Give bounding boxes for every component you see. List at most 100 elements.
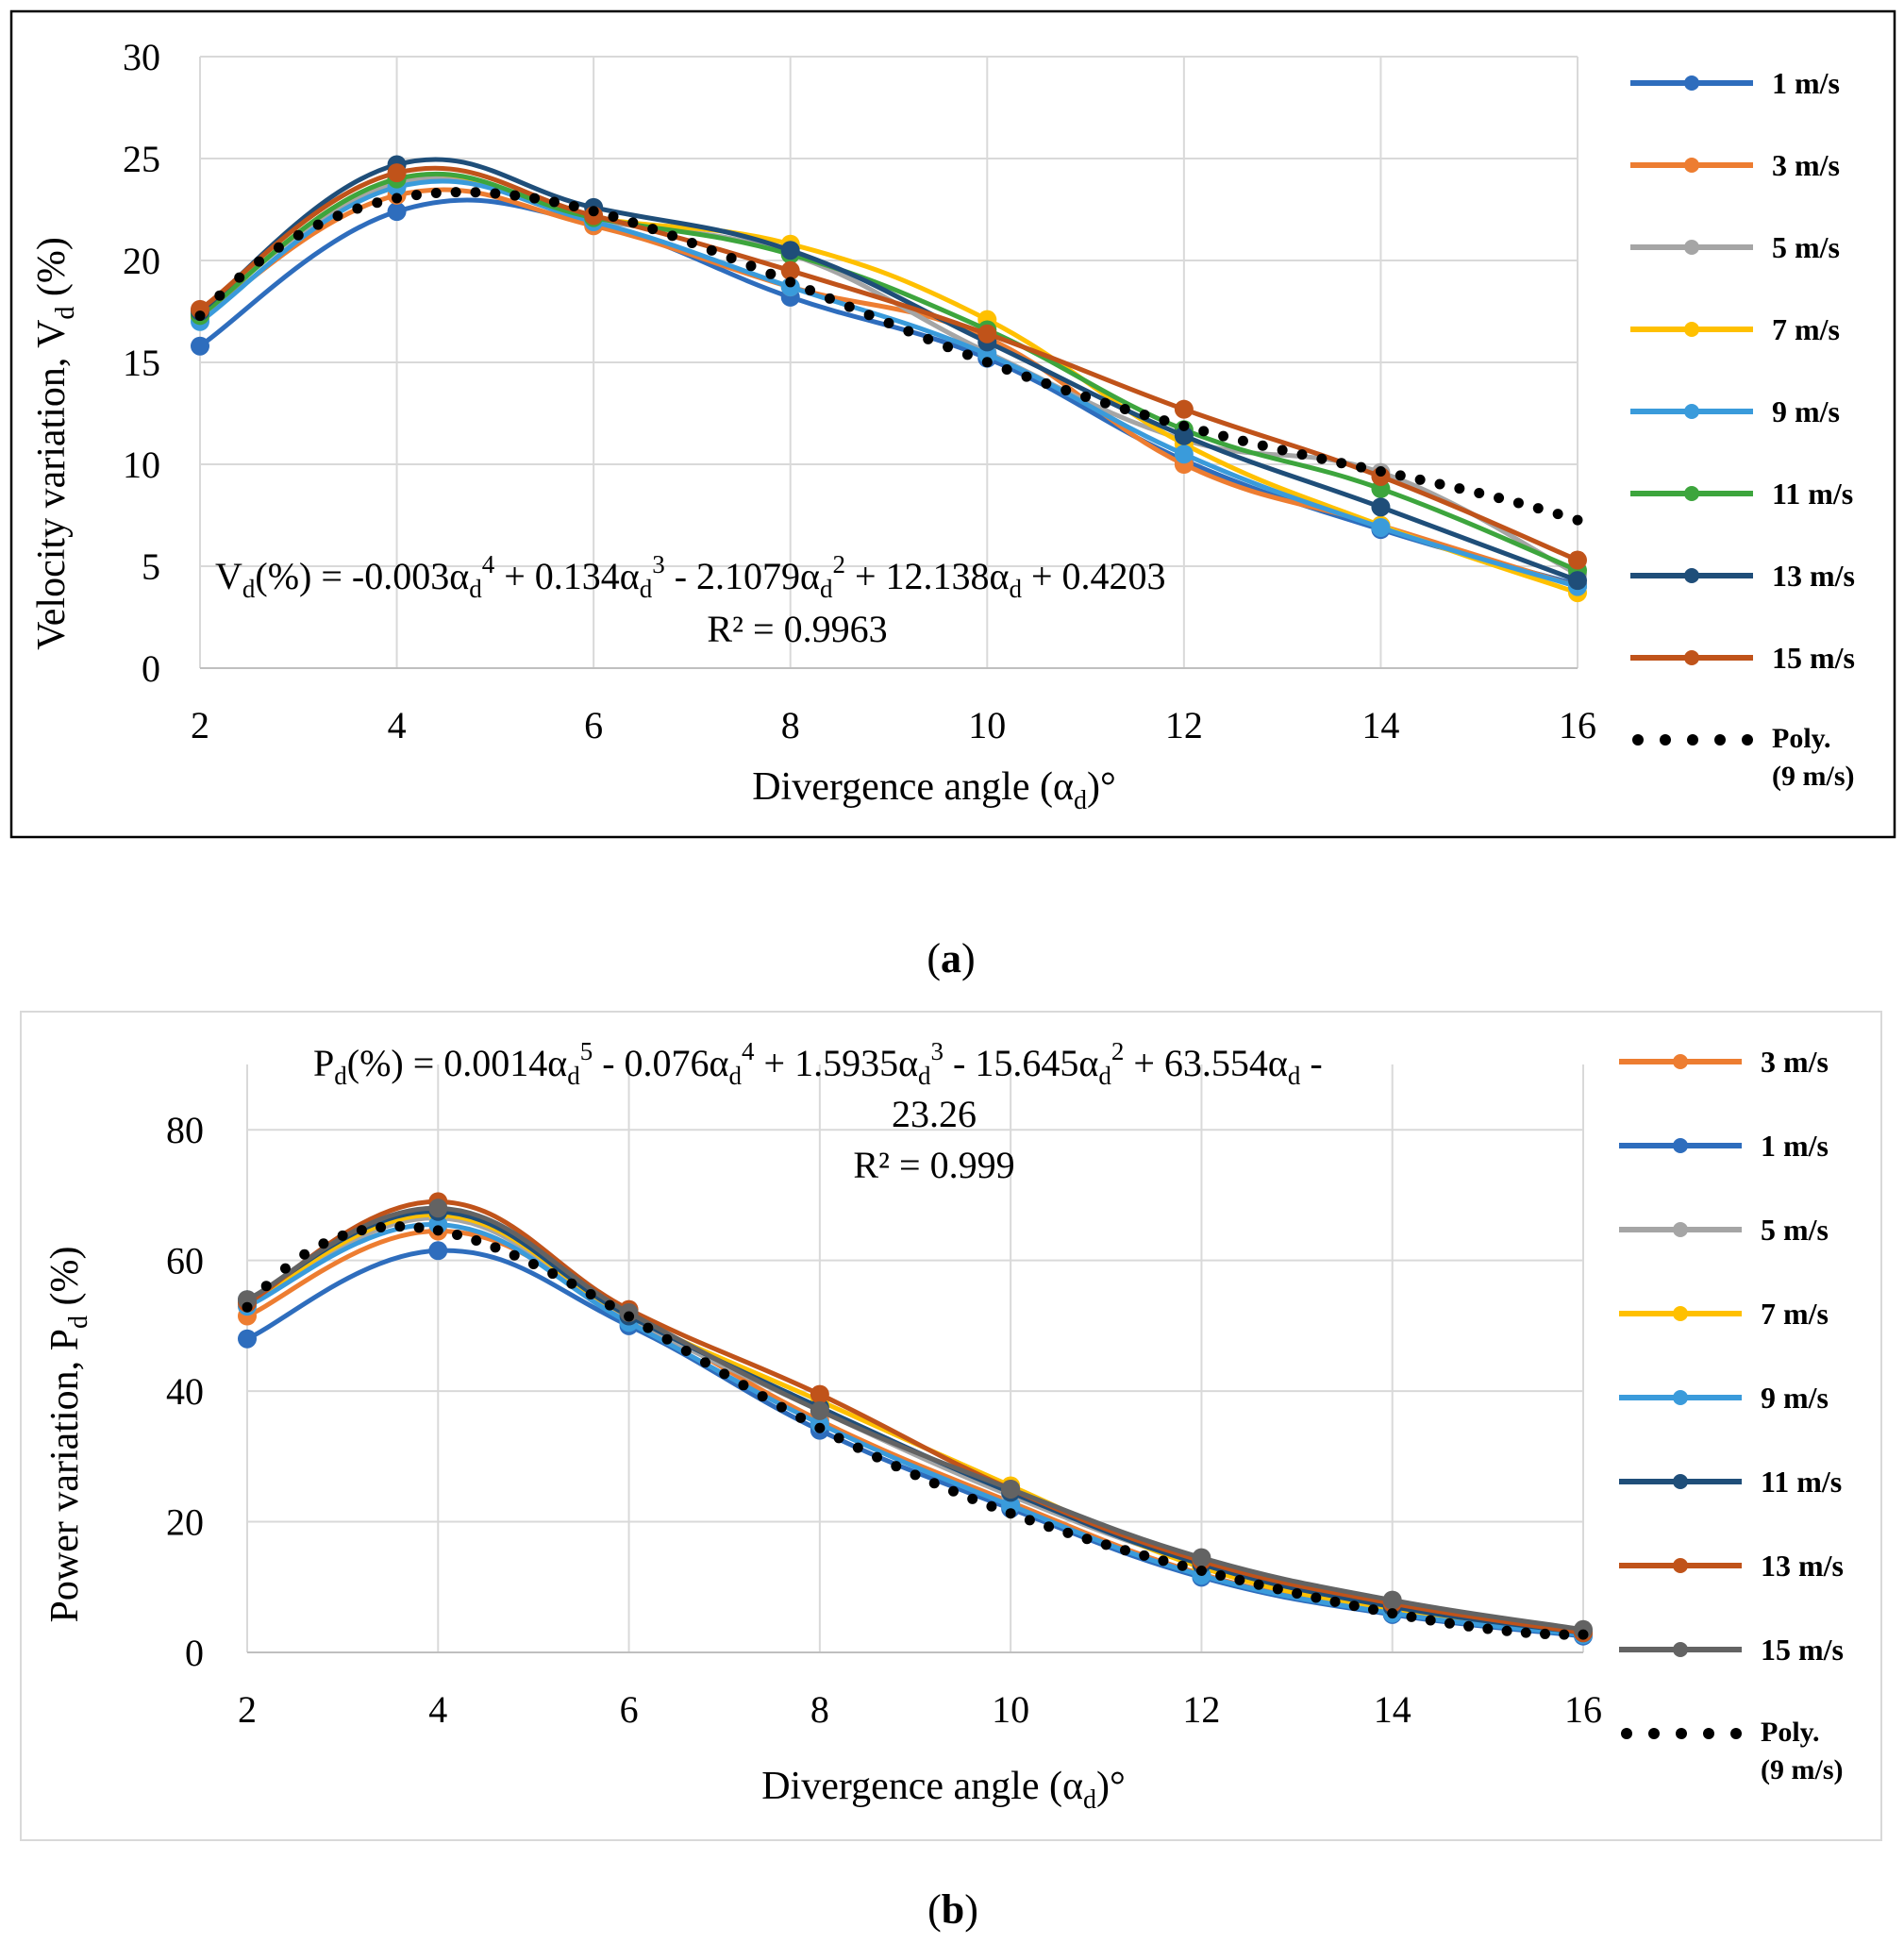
- trendline-dot: [450, 187, 461, 198]
- series-point: [191, 336, 209, 356]
- y-tick-label: 40: [166, 1370, 204, 1413]
- trendline-dot: [824, 293, 835, 304]
- chart-a: 0 5 10 15 20 25 30 2 4 6 8 10 12 14 16 1 m/s 3 m/s 5 m/…: [9, 9, 1896, 839]
- trendline-dot: [312, 219, 324, 230]
- trendline-dot: [719, 1368, 730, 1380]
- trendline-dot: [686, 237, 697, 248]
- trendline-dot: [891, 1461, 902, 1472]
- series-line: [198, 157, 1578, 583]
- chart-a-xlabel: Divergence angle (αd)°: [752, 765, 1116, 815]
- x-tick-label: 14: [1374, 1688, 1411, 1731]
- trendline-dot: [1099, 397, 1111, 409]
- trendline-dot: [410, 190, 422, 201]
- legend-entry-trendline: Poly. (9 m/s): [1632, 723, 1854, 792]
- legend-swatch-marker: [1684, 158, 1699, 173]
- trendline-dot: [757, 1391, 768, 1402]
- x-tick-label: 4: [388, 704, 407, 746]
- legend-swatch-marker: [1673, 1138, 1688, 1153]
- trendline-dot: [903, 326, 914, 337]
- trendline-dot: [1540, 1628, 1551, 1639]
- legend-label: 5 m/s: [1772, 230, 1840, 264]
- trendline-dot: [624, 1311, 635, 1322]
- trendline-dot: [765, 268, 777, 279]
- chart-b-legend: 3 m/s 1 m/s 5 m/s 7 m/s 9 m/s 11 m/s 13 m/s 15 …: [1619, 1045, 1844, 1785]
- trendline-dot: [392, 193, 403, 204]
- trendline-dot: [738, 1380, 749, 1391]
- legend-swatch-marker: [1684, 322, 1699, 337]
- series-point: [780, 241, 800, 260]
- series-point: [1174, 426, 1194, 445]
- chart-a-frame: [9, 9, 1896, 839]
- x-tick-label: 8: [810, 1688, 829, 1731]
- legend-entry: 3 m/s: [1619, 1045, 1829, 1079]
- series-point: [977, 324, 997, 344]
- legend-entry: 1 m/s: [1630, 66, 1840, 100]
- trendline-dot: [299, 1249, 310, 1260]
- trendline-dot: [943, 342, 954, 353]
- trendline-dot: [699, 1357, 710, 1368]
- trendline-dot: [1044, 1521, 1055, 1533]
- y-tick-label: 20: [123, 240, 160, 282]
- trendline-dot: [1139, 1550, 1150, 1561]
- trendline-dot: [1336, 458, 1347, 469]
- trendline-dot: [376, 1222, 387, 1233]
- series-point: [1371, 497, 1391, 517]
- trendline-dot: [1348, 1600, 1360, 1612]
- legend-label: 9 m/s: [1772, 394, 1840, 428]
- trendline-dot: [1195, 1565, 1207, 1576]
- trendline-dot: [981, 357, 993, 368]
- trendline-dot: [1062, 1527, 1074, 1538]
- trendline-dot: [1080, 391, 1092, 402]
- trendline-dot: [372, 197, 383, 209]
- trendline-dot: [643, 1322, 654, 1333]
- legend-trend-dot: [1730, 1728, 1742, 1739]
- series-point: [238, 1290, 257, 1310]
- x-tick-label: 6: [584, 704, 603, 746]
- trendline-dot: [910, 1469, 921, 1481]
- legend-swatch-marker: [1673, 1222, 1688, 1237]
- trendline-dot: [1316, 453, 1328, 464]
- trendline-dot: [452, 1229, 463, 1240]
- legend-entry: 5 m/s: [1619, 1213, 1829, 1247]
- trendline-dot: [527, 1258, 539, 1269]
- legend-trend-dot: [1703, 1728, 1714, 1739]
- series-line: [245, 1205, 1584, 1633]
- trendline-dot: [548, 196, 560, 208]
- y-tick-label: 15: [123, 342, 160, 384]
- trendline-dot: [1119, 403, 1130, 414]
- series-point: [387, 202, 407, 222]
- series-line: [245, 1198, 1584, 1635]
- trendline-dot: [568, 201, 579, 212]
- chart-b-x-ticks: 2 4 6 8 10 12 14 16: [238, 1688, 1602, 1731]
- trendline-dot: [1375, 466, 1386, 478]
- trendline-dot: [471, 1235, 482, 1247]
- series-point: [1371, 517, 1391, 537]
- chart-a-y-ticks: 0 5 10 15 20 25 30: [123, 36, 160, 690]
- series-point: [1382, 1590, 1402, 1610]
- trendline-dot: [608, 211, 619, 223]
- trendline-dot: [585, 1288, 596, 1299]
- trendline-dot: [1198, 426, 1210, 437]
- legend-swatch-marker: [1684, 568, 1699, 583]
- legend-label: 5 m/s: [1761, 1213, 1829, 1247]
- series-point: [780, 260, 800, 280]
- y-tick-label: 25: [123, 138, 160, 180]
- trendline-dot: [1061, 385, 1072, 396]
- x-tick-label: 4: [428, 1688, 447, 1731]
- trendline-dot: [1257, 440, 1268, 451]
- series-point: [387, 163, 407, 183]
- trendline-dot: [1444, 1617, 1455, 1629]
- trendline-dot: [509, 1249, 520, 1261]
- trendline-dot: [1425, 1615, 1436, 1626]
- legend-entry: 7 m/s: [1630, 312, 1840, 346]
- legend-entry: 15 m/s: [1630, 641, 1855, 675]
- caption-b: (b): [927, 1886, 978, 1933]
- trendline-dot: [680, 1346, 692, 1357]
- series-point: [810, 1400, 829, 1420]
- trendline-dot: [706, 244, 717, 256]
- trendline-dot: [588, 206, 599, 217]
- trendline-dot: [814, 1422, 826, 1433]
- trendline-dot: [1414, 474, 1426, 485]
- x-tick-label: 16: [1564, 1688, 1602, 1731]
